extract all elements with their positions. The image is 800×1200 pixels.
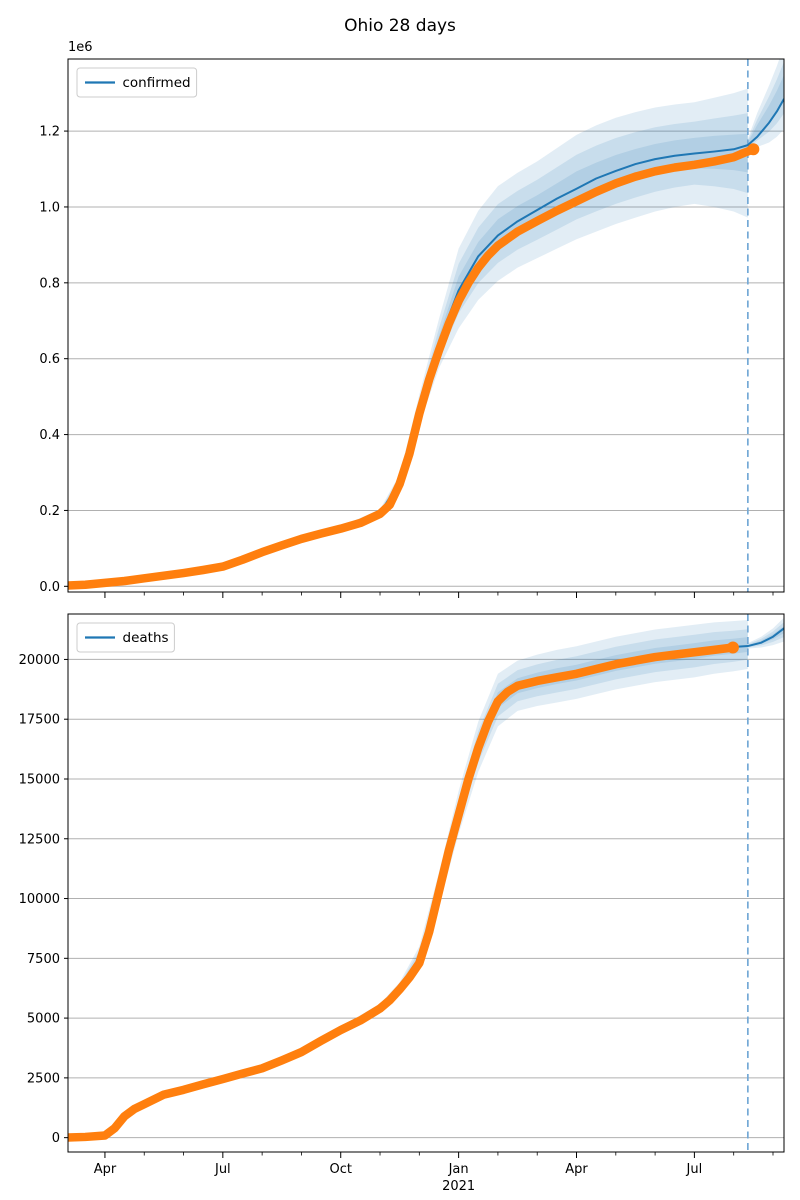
observed-series bbox=[68, 145, 758, 590]
forecast-fan bbox=[747, 74, 784, 147]
x-tick-label: Apr bbox=[94, 1162, 117, 1177]
y-tick-label: 1.2 bbox=[39, 125, 60, 140]
y-tick-label: 1.0 bbox=[39, 200, 60, 215]
y-tick-label: 0.8 bbox=[39, 276, 60, 291]
x-tick-label: Jan bbox=[448, 1162, 469, 1177]
x-tick-label: Apr bbox=[565, 1162, 588, 1177]
y-tick-label: 7500 bbox=[27, 952, 60, 967]
y-tick-label: 0.0 bbox=[39, 580, 60, 595]
y-tick-label: 0.4 bbox=[39, 428, 60, 443]
forecast-fan bbox=[747, 617, 784, 649]
x-axis-year-label: 2021 bbox=[442, 1179, 475, 1194]
confirmed-chart: 0.0 0.2 0.4 0.6 0.8 1.0 1.2 1e6 confirmed bbox=[39, 40, 785, 598]
y-tick-label: 20000 bbox=[19, 653, 60, 668]
y-axis-offset-text: 1e6 bbox=[68, 40, 93, 55]
forecast-fan bbox=[747, 61, 784, 148]
uncertainty-band bbox=[104, 637, 748, 1136]
uncertainty-band bbox=[104, 88, 748, 584]
axes-frame bbox=[67, 58, 785, 593]
y-tick-label: 5000 bbox=[27, 1012, 60, 1027]
y-tick-label: 17500 bbox=[19, 713, 60, 728]
uncertainty-band bbox=[104, 619, 748, 1137]
legend-box bbox=[76, 67, 198, 98]
y-tick-label: 2500 bbox=[27, 1071, 60, 1086]
observed-last-point bbox=[726, 641, 739, 654]
x-tick-label: Oct bbox=[329, 1162, 351, 1177]
axes-frame bbox=[67, 613, 785, 1153]
legend-label: deaths bbox=[123, 630, 169, 646]
uncertainty-band bbox=[104, 629, 748, 1136]
x-tick-label: Jul bbox=[686, 1162, 703, 1177]
observed-series bbox=[68, 643, 738, 1142]
legend-box bbox=[76, 622, 175, 653]
y-tick-label: 0.2 bbox=[39, 504, 60, 519]
x-tick-label: Jul bbox=[214, 1162, 231, 1177]
y-tick-label: 10000 bbox=[19, 892, 60, 907]
y-tick-label: 12500 bbox=[19, 832, 60, 847]
figure-title: Ohio 28 days bbox=[344, 16, 456, 36]
fit-line bbox=[68, 627, 784, 1139]
forecast-fan bbox=[747, 622, 784, 648]
legend-label: confirmed bbox=[123, 75, 191, 91]
uncertainty-band bbox=[104, 113, 748, 584]
deaths-chart: 0 2500 5000 7500 10000 12500 15000 17500 20000 Ap… bbox=[19, 613, 785, 1194]
y-tick-label: 0.6 bbox=[39, 352, 60, 367]
y-tick-label: 15000 bbox=[19, 772, 60, 787]
observed-last-point bbox=[747, 143, 760, 156]
y-tick-label: 0 bbox=[52, 1131, 60, 1146]
forecast-fan bbox=[747, 59, 784, 151]
